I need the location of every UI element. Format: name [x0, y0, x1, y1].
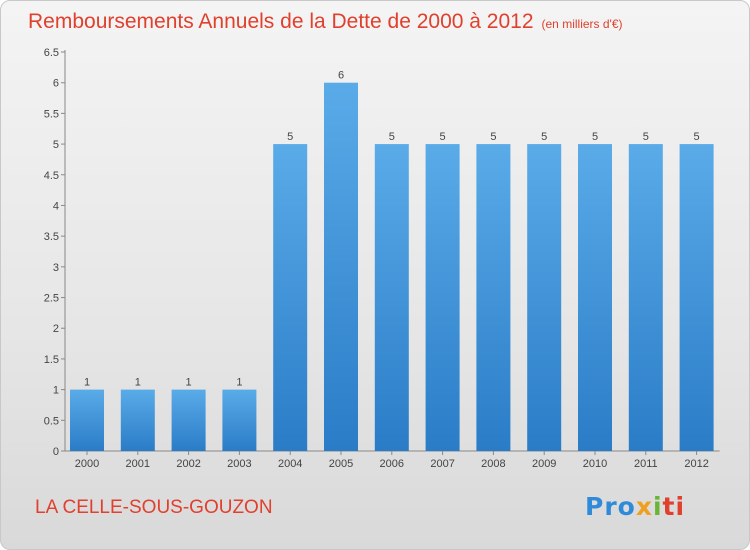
x-tick-label: 2000 [75, 458, 99, 470]
y-tick-label: 3.5 [44, 231, 59, 243]
x-tick-label: 2012 [684, 458, 708, 470]
x-tick-label: 2011 [634, 458, 658, 470]
chart-subtitle: (en milliers d'€) [541, 17, 623, 31]
data-label: 5 [490, 131, 496, 143]
bar [476, 144, 511, 452]
y-tick-label: 5.5 [44, 108, 59, 120]
bar [679, 144, 714, 452]
bar [425, 144, 460, 452]
data-label: 5 [389, 131, 395, 143]
chart-title-main: Remboursements Annuels de la Dette de 20… [28, 10, 534, 33]
bar [222, 389, 257, 451]
chart-title: Remboursements Annuels de la Dette de 20… [28, 10, 623, 34]
proxiti-logo: Proxiti [585, 492, 685, 521]
bar [628, 144, 663, 452]
x-tick-label: 2006 [380, 458, 404, 470]
data-label: 5 [541, 131, 547, 143]
x-tick-label: 2007 [430, 458, 454, 470]
bar [120, 389, 155, 451]
x-tick-label: 2002 [176, 458, 200, 470]
bar [273, 144, 308, 452]
bar [374, 144, 409, 452]
data-label: 6 [338, 70, 344, 82]
y-tick-label: 4 [53, 200, 59, 212]
data-label: 1 [236, 377, 242, 389]
bar [70, 389, 104, 451]
x-tick-label: 2010 [583, 458, 607, 470]
data-label: 1 [186, 377, 192, 389]
y-tick-label: 1 [53, 385, 59, 397]
bar [171, 389, 206, 451]
data-label: 5 [592, 131, 598, 143]
y-tick-label: 2 [53, 323, 59, 335]
logo-part: Pro [585, 492, 636, 521]
y-tick-label: 1.5 [44, 354, 59, 366]
commune-name: LA CELLE-SOUS-GOUZON [35, 497, 273, 518]
y-tick-label: 4.5 [44, 170, 59, 182]
y-tick-label: 2.5 [44, 293, 59, 305]
y-tick-label: 0 [53, 446, 59, 458]
bar [527, 144, 562, 452]
x-tick-label: 2009 [532, 458, 556, 470]
y-tick-label: 5 [53, 139, 59, 151]
x-tick-label: 2004 [278, 458, 302, 470]
x-tick-label: 2003 [227, 458, 251, 470]
y-tick-label: 6.5 [44, 47, 59, 59]
x-tick-label: 2005 [329, 458, 353, 470]
y-tick-label: 3 [53, 262, 59, 274]
logo-part: x [635, 492, 653, 521]
logo-part: ti [662, 492, 686, 521]
y-tick-label: 6 [53, 78, 59, 90]
data-label: 5 [440, 131, 446, 143]
x-tick-label: 2001 [126, 458, 150, 470]
data-label: 5 [287, 131, 293, 143]
data-label: 1 [84, 377, 90, 389]
y-tick-label: 0.5 [44, 415, 59, 427]
data-label: 5 [694, 131, 700, 143]
bar [578, 144, 612, 452]
x-tick-label: 2008 [481, 458, 505, 470]
data-label: 5 [643, 131, 649, 143]
data-label: 1 [135, 377, 141, 389]
bar [324, 82, 358, 451]
logo-part: i [652, 492, 663, 521]
